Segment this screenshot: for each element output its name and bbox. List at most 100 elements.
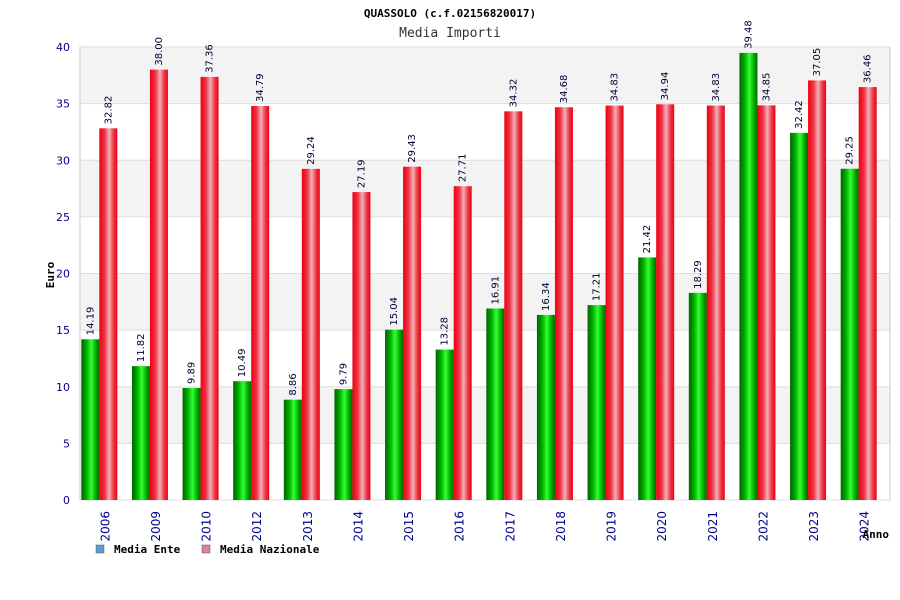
data-label: 8.86 [288,373,299,395]
y-tick-label: 0 [63,494,70,507]
bar-media-ente [435,349,454,500]
data-label: 36.46 [863,54,874,83]
data-label: 34.94 [660,72,671,101]
bar-media-nazionale [453,186,472,500]
bar-media-nazionale [554,107,573,501]
x-tick-label: 2016 [453,511,467,542]
bar-media-nazionale [858,87,877,500]
bar-media-nazionale [352,192,371,501]
legend: Media Ente Media Nazionale [95,543,320,556]
x-axis-ticks: 2006 2009 2010 2012 2013 2014 2015 2016 2017 2018… [98,511,871,542]
data-label: 32.82 [103,96,114,125]
data-label: 21.42 [642,225,653,254]
data-label: 9.89 [187,362,198,384]
data-label: 9.79 [338,363,349,385]
data-label: 29.43 [407,134,418,163]
data-label: 27.71 [458,154,469,183]
y-axis-label: Euro [44,261,57,288]
x-tick-label: 2010 [200,511,214,542]
x-tick-label: 2024 [858,511,872,542]
x-tick-label: 2017 [503,511,517,542]
bar-media-ente [587,305,606,500]
bar-media-nazionale [99,128,118,500]
bar-media-nazionale [403,166,422,500]
data-label: 17.21 [592,272,603,301]
x-tick-label: 2023 [807,511,821,542]
x-tick-label: 2020 [655,511,669,542]
data-label: 13.28 [440,317,451,346]
legend-label: Media Ente [114,543,181,556]
legend-swatch [95,544,105,554]
bar-media-ente [334,389,353,500]
y-tick-label: 20 [56,268,70,281]
y-tick-label: 10 [56,381,70,394]
y-tick-label: 5 [63,437,70,450]
bar-media-ente [385,329,404,500]
bar-media-ente [486,308,505,500]
data-label: 38.00 [154,37,165,66]
y-tick-label: 40 [56,41,70,54]
x-tick-label: 2022 [756,511,770,542]
y-tick-label: 30 [56,154,70,167]
legend-swatch [201,544,211,554]
data-label: 34.32 [508,79,519,108]
bars [81,52,877,501]
bar-media-nazionale [706,105,725,501]
bar-media-nazionale [200,76,219,500]
data-label: 14.19 [85,307,96,336]
data-label: 39.48 [743,20,754,49]
bar-media-ente [233,381,252,500]
data-label: 15.04 [389,297,400,326]
bar-media-ente [688,292,707,500]
y-tick-label: 35 [56,98,70,111]
data-label: 29.25 [845,136,856,165]
data-label: 37.36 [205,44,216,73]
bar-media-ente [840,168,859,500]
x-tick-label: 2018 [554,511,568,542]
x-tick-label: 2013 [301,511,315,542]
data-label: 34.68 [559,75,570,104]
bar-media-nazionale [605,105,624,501]
bar-media-ente [131,366,150,500]
bar-media-nazionale [808,80,827,500]
bar-media-nazionale [757,105,776,500]
data-label: 34.83 [711,73,722,102]
data-label: 11.82 [136,333,147,362]
data-label: 34.79 [255,73,266,102]
bar-media-ente [536,314,555,500]
data-label: 32.42 [794,100,805,129]
bar-media-ente [638,257,657,500]
data-label: 34.83 [610,73,621,102]
bar-media-nazionale [149,69,168,501]
bar-media-ente [81,339,100,500]
bar-media-ente [182,387,201,500]
bar-media-ente [790,132,809,500]
x-tick-label: 2021 [706,511,720,542]
bar-media-ente [283,399,302,500]
x-tick-label: 2012 [250,511,264,542]
x-axis-label: Anno [863,528,890,541]
data-label: 18.29 [693,260,704,289]
bar-media-nazionale [251,106,270,501]
bar-media-nazionale [656,104,675,500]
data-label: 10.49 [237,349,248,378]
bar-media-nazionale [301,168,320,500]
data-labels: 14.19 32.82 11.82 38.00 9.89 37.36 10.49 34.79 8… [85,20,873,395]
chart-title: QUASSOLO (c.f.02156820017) [364,7,536,20]
x-tick-label: 2014 [351,511,365,542]
bar-media-ente [739,52,758,500]
bar-media-nazionale [504,111,523,501]
x-tick-label: 2009 [149,511,163,542]
data-label: 29.24 [306,136,317,165]
data-label: 34.85 [761,73,772,102]
data-label: 37.05 [812,48,823,77]
x-tick-label: 2019 [605,511,619,542]
chart-subtitle: Media Importi [399,26,501,41]
x-tick-label: 2015 [402,511,416,542]
data-label: 16.91 [490,276,501,305]
legend-label: Media Nazionale [220,543,320,556]
y-axis-ticks: 0 5 10 15 20 25 30 35 40 [56,41,70,507]
y-tick-label: 15 [56,324,70,337]
y-tick-label: 25 [56,211,70,224]
